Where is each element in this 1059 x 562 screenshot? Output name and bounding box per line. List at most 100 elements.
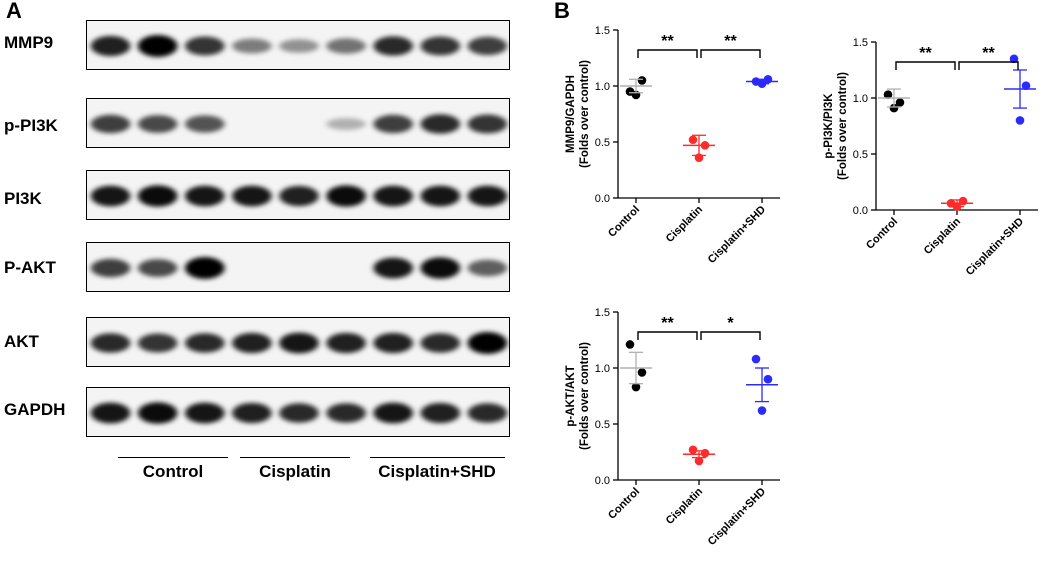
blot-label: AKT	[4, 332, 39, 351]
blot-band	[373, 36, 414, 56]
blot-image	[86, 20, 510, 70]
data-point	[895, 98, 905, 107]
x-tick-label: Cisplatin	[664, 485, 706, 527]
significance-bracket	[637, 49, 698, 58]
blot-band	[279, 332, 319, 354]
group-underline-cisplatin-shd	[370, 457, 505, 458]
blot-band	[137, 115, 178, 133]
blot-band	[373, 185, 414, 207]
data-point	[637, 76, 647, 85]
significance-label: **	[661, 315, 674, 332]
blot-band	[467, 36, 508, 56]
group-label-cisplatin-shd: Cisplatin+SHD	[378, 462, 496, 481]
data-point	[763, 374, 773, 384]
group-underline-control	[118, 457, 228, 458]
y-tick-label: 0.0	[853, 205, 868, 217]
panel-label-a: A	[6, 0, 22, 23]
blot-band	[232, 402, 272, 424]
blot-band	[420, 36, 461, 56]
blot-band	[326, 185, 366, 207]
group-underline-cisplatin	[240, 457, 350, 458]
blot-band	[326, 332, 366, 354]
data-point	[883, 90, 893, 99]
blot-image	[86, 170, 510, 220]
data-point	[637, 368, 647, 377]
x-tick-label: Control	[864, 216, 900, 252]
y-axis-label: MMP9/GAPDH	[565, 75, 577, 153]
x-tick-label: Cisplatin	[922, 215, 964, 257]
significance-label: *	[727, 315, 734, 332]
y-tick-label: 0.5	[853, 149, 868, 161]
data-point	[694, 456, 704, 466]
blot-band	[184, 333, 225, 353]
blot-band	[137, 259, 178, 277]
data-point	[631, 382, 641, 392]
data-point	[688, 445, 698, 455]
significance-label: **	[661, 33, 674, 50]
blot-band	[232, 185, 272, 207]
y-tick-label: 0.0	[595, 193, 610, 205]
data-point	[1009, 54, 1019, 64]
y-axis-label: (Folds over control)	[579, 60, 591, 168]
data-point	[1015, 116, 1025, 125]
blot-label: p-PI3K	[4, 116, 58, 135]
y-tick-label: 1.0	[595, 363, 610, 375]
blot-band	[420, 402, 461, 424]
blot-band	[184, 36, 225, 56]
blot-band	[467, 114, 508, 134]
blot-band	[373, 402, 414, 424]
blot-label: MMP9	[4, 33, 54, 52]
blot-band	[184, 402, 225, 424]
x-tick-label: Cisplatin+SHD	[964, 216, 1026, 278]
blot-band	[326, 118, 366, 130]
significance-label: **	[919, 45, 932, 62]
blot-band	[326, 38, 366, 54]
x-tick-label: Cisplatin	[664, 203, 706, 245]
blot-band	[373, 114, 414, 134]
blot-band	[326, 403, 366, 423]
chart-p-akt-akt: 0.0 0.5 1.0 1.5 p-AKT/AKT (Folds over control…	[560, 300, 800, 562]
blot-band	[90, 185, 131, 207]
chart-p-pi3k-pi3k: 0.0 0.5 1.0 1.5 p-PI3K/PI3K (Folds over contr…	[818, 30, 1058, 295]
blot-image	[86, 98, 510, 148]
y-tick-label: 1.5	[853, 37, 868, 49]
blot-band	[279, 39, 319, 53]
blot-band	[90, 402, 131, 424]
group-label-cisplatin: Cisplatin	[259, 462, 331, 481]
blot-band	[279, 185, 319, 207]
significance-bracket	[637, 331, 698, 340]
significance-bracket	[958, 61, 1019, 70]
blot-band	[467, 403, 508, 423]
blot-label: PI3K	[4, 189, 42, 208]
blot-band	[420, 257, 461, 279]
blot-band	[184, 115, 225, 133]
blot-band	[90, 258, 131, 278]
data-point	[1021, 81, 1031, 90]
blot-band	[373, 332, 414, 354]
y-axis-label: (Folds over control)	[837, 72, 849, 180]
data-point	[688, 135, 698, 145]
data-point	[625, 340, 635, 349]
blot-band	[184, 257, 225, 279]
y-tick-label: 1.0	[853, 93, 868, 105]
y-axis-label: (Folds over control)	[579, 342, 591, 450]
significance-bracket	[700, 49, 761, 58]
blot-band	[279, 403, 319, 423]
x-tick-label: Cisplatin+SHD	[706, 204, 768, 266]
x-tick-label: Control	[606, 204, 642, 240]
x-tick-label: Control	[606, 486, 642, 522]
blot-image	[86, 387, 510, 437]
y-tick-label: 0.5	[595, 419, 610, 431]
y-tick-label: 1.5	[595, 25, 610, 37]
data-point	[700, 448, 710, 458]
blot-band	[420, 185, 461, 207]
y-axis-label: p-AKT/AKT	[565, 365, 577, 426]
y-tick-label: 1.5	[595, 307, 610, 319]
blot-band	[90, 333, 131, 353]
group-label-control: Control	[142, 462, 204, 481]
blot-band	[137, 35, 178, 57]
blot-band	[232, 38, 272, 54]
blot-band	[184, 185, 225, 207]
blot-band	[232, 332, 272, 354]
panel-label-b: B	[554, 0, 570, 23]
